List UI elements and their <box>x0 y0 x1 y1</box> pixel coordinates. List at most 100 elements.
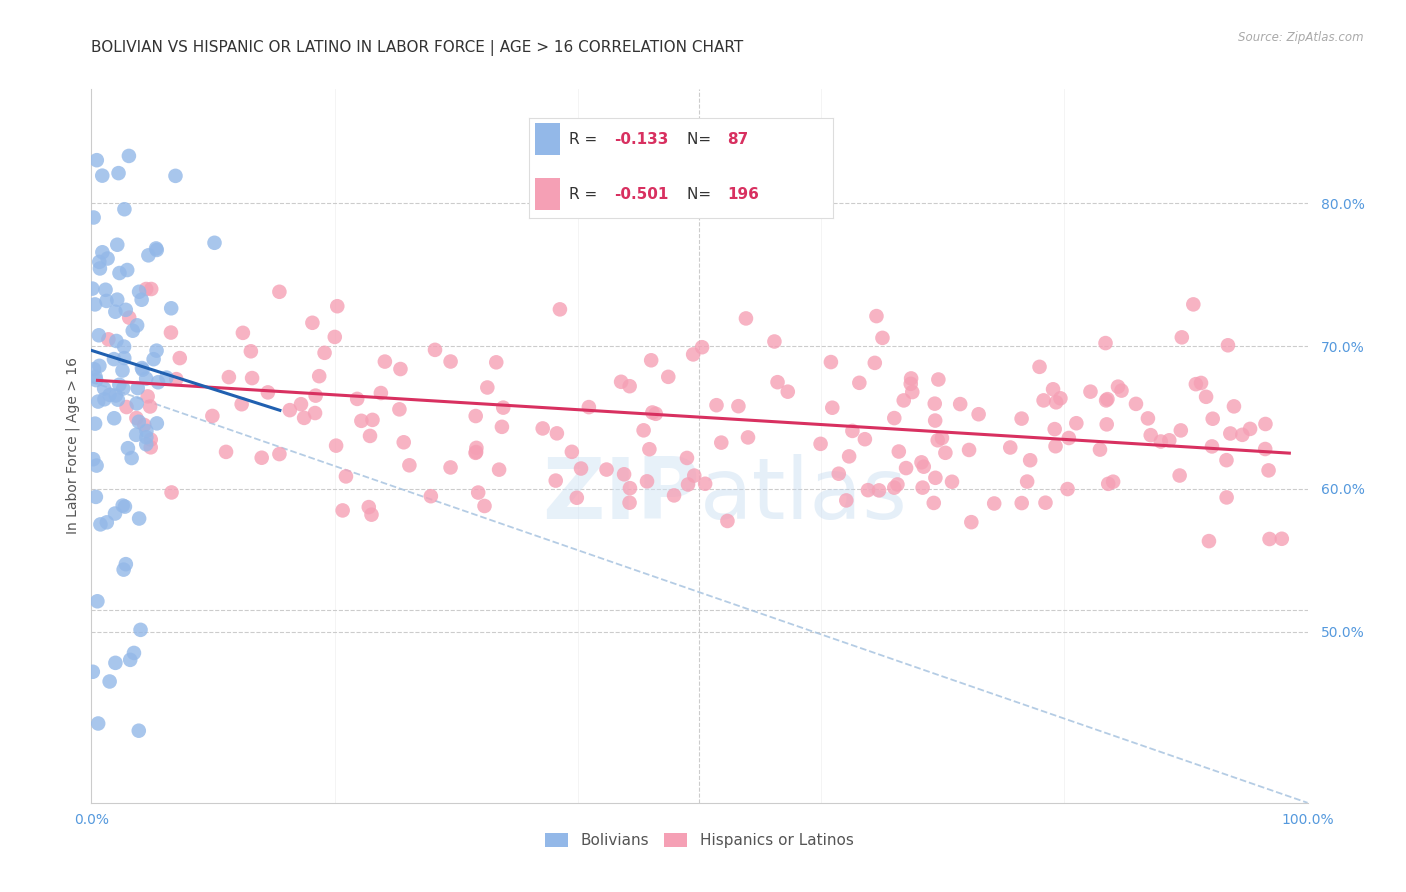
Point <box>160 326 183 340</box>
Point <box>125 396 148 410</box>
Point <box>231 397 253 411</box>
Point <box>1219 426 1241 441</box>
Point <box>139 400 162 414</box>
Point <box>122 646 145 660</box>
Point <box>361 413 384 427</box>
Point <box>117 441 139 455</box>
Point <box>84 370 107 384</box>
Point <box>569 461 592 475</box>
Point <box>578 400 600 414</box>
Point <box>107 392 129 407</box>
Point <box>108 377 131 392</box>
Point <box>465 441 488 455</box>
Point <box>82 452 104 467</box>
Point <box>146 376 169 390</box>
Point <box>1011 411 1033 425</box>
Point <box>360 508 382 522</box>
Point <box>1136 411 1159 425</box>
Point <box>89 359 111 373</box>
Point <box>104 507 127 521</box>
Point <box>135 437 157 451</box>
Point <box>1254 442 1277 456</box>
Point <box>900 371 922 385</box>
Point <box>314 346 336 360</box>
Point <box>1088 442 1111 457</box>
Point <box>1019 453 1042 467</box>
Point <box>1257 463 1279 477</box>
Point <box>388 402 411 417</box>
Legend: Bolivians, Hispanics or Latinos: Bolivians, Hispanics or Latinos <box>538 825 860 855</box>
Point <box>105 293 128 307</box>
Point <box>1215 453 1237 467</box>
Point <box>128 285 150 299</box>
Point <box>853 432 876 446</box>
Point <box>335 469 357 483</box>
Point <box>727 399 749 413</box>
Point <box>82 665 104 679</box>
Point <box>138 248 160 262</box>
Point <box>326 299 349 313</box>
Point <box>1171 330 1194 344</box>
Point <box>389 362 412 376</box>
Point <box>464 409 486 423</box>
Text: BOLIVIAN VS HISPANIC OR LATINO IN LABOR FORCE | AGE > 16 CORRELATION CHART: BOLIVIAN VS HISPANIC OR LATINO IN LABOR … <box>91 40 744 56</box>
Point <box>84 490 107 504</box>
Point <box>1258 532 1281 546</box>
Point <box>610 375 633 389</box>
Point <box>1201 439 1223 453</box>
Point <box>1049 392 1071 406</box>
Point <box>112 381 135 395</box>
Point <box>1170 424 1192 438</box>
Point <box>111 499 134 513</box>
Point <box>868 483 890 498</box>
Point <box>924 397 946 411</box>
Point <box>949 397 972 411</box>
Point <box>477 380 499 394</box>
Point <box>676 450 699 465</box>
Point <box>165 169 187 183</box>
Point <box>485 355 508 369</box>
Point <box>922 496 945 510</box>
Text: atlas: atlas <box>699 454 907 538</box>
Point <box>204 235 226 250</box>
Point <box>1045 439 1067 453</box>
Point <box>104 388 127 402</box>
Point <box>232 326 254 340</box>
Point <box>86 594 108 608</box>
Point <box>561 445 583 459</box>
Point <box>1097 392 1119 406</box>
Point <box>835 493 858 508</box>
Point <box>640 353 662 368</box>
Point <box>716 514 738 528</box>
Point <box>957 442 980 457</box>
Point <box>325 439 347 453</box>
Text: ZIP: ZIP <box>541 454 699 538</box>
Point <box>392 435 415 450</box>
Point <box>98 674 121 689</box>
Point <box>662 488 685 502</box>
Point <box>676 477 699 491</box>
Point <box>1198 534 1220 549</box>
Point <box>304 406 326 420</box>
Point <box>1254 417 1277 431</box>
Point <box>1232 427 1254 442</box>
Point <box>1215 491 1237 505</box>
Point <box>93 382 115 396</box>
Point <box>657 369 679 384</box>
Point <box>350 414 373 428</box>
Point <box>201 409 224 423</box>
Point <box>82 282 104 296</box>
Point <box>911 481 934 495</box>
Point <box>1097 476 1119 491</box>
Point <box>960 515 983 529</box>
Point <box>91 245 114 260</box>
Point <box>134 417 156 432</box>
Point <box>131 362 153 376</box>
Point <box>240 371 263 385</box>
Point <box>146 417 169 431</box>
Point <box>544 474 567 488</box>
Point <box>967 407 990 421</box>
Point <box>419 489 441 503</box>
Point <box>883 481 905 495</box>
Point <box>1095 393 1118 408</box>
